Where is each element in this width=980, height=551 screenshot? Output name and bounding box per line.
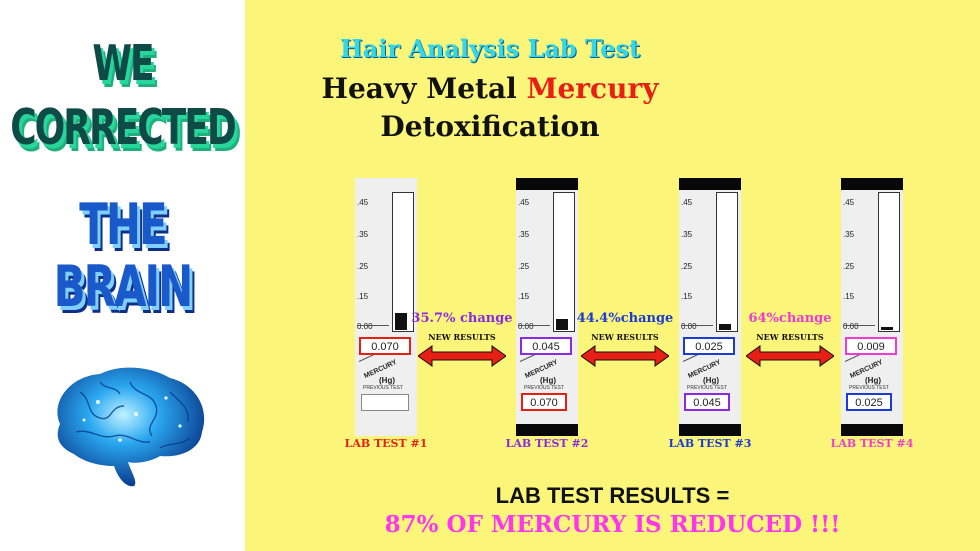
chart-tick-label: .25 [681,262,693,271]
chart-tick-label: .15 [518,292,530,301]
chart-tick-label: 0.00 [357,322,373,331]
chart-top-bar [679,178,741,190]
lab-test-label: LAB TEST #4 [830,437,914,450]
mercury-level-bar [556,319,568,330]
percent-change-label: 35.7% change [411,311,513,326]
previous-result-box: 0.070 [521,393,567,411]
chart-tick-label: .25 [518,262,530,271]
chart-tick-label: .25 [843,262,855,271]
mercury-level-bar [881,327,893,330]
results-summary: 87% OF MERCURY IS REDUCED !!! [384,511,841,538]
current-result-box: 0.070 [359,337,411,355]
chart-top-bar [516,178,578,190]
chart-tick-label: .35 [357,230,369,239]
lab-test-label: LAB TEST #2 [505,437,589,450]
headline-we: WE [92,36,154,93]
hg-label: (Hg) [865,376,881,385]
subtitle-detox: Detoxification [380,110,600,143]
previous-result-box: 0.045 [684,393,730,411]
new-results-label: NEW RESULTS [591,332,659,342]
lab-chart-1: .45.35.25.15 0.00 MERCURY (Hg) PREVIOUS TEST [355,178,417,436]
subtitle-heavy-metal-text: Heavy Metal [321,72,527,105]
double-arrow-icon [418,345,506,367]
chart-tick-label: .35 [518,230,530,239]
previous-test-label: PREVIOUS TEST [849,385,889,391]
chart-tick-label: .45 [357,198,369,207]
chart-column [553,192,575,332]
headline-brain: BRAIN [53,253,194,320]
current-result-box: 0.025 [683,337,735,355]
percent-change-label: 44.4%change [576,311,674,326]
previous-test-box [361,394,409,411]
chart-tick-label: .35 [843,230,855,239]
chart-tick-label: 0.00 [843,322,859,331]
new-results-label: NEW RESULTS [756,332,824,342]
chart-tick-label: .15 [357,292,369,301]
mercury-level-bar [395,313,407,330]
chart-tick-label: .35 [681,230,693,239]
left-panel: WE CORRECTED THE BRAIN [0,0,245,551]
double-arrow-icon [746,345,834,367]
chart-bottom-bar [841,424,903,436]
subtitle-heavy-metal: Heavy Metal Mercury [0,72,980,105]
chart-tick-label: 0.00 [518,322,534,331]
chart-top-bar [841,178,903,190]
chart-column [716,192,738,332]
page-title: Hair Analysis Lab Test [339,34,641,63]
subtitle-mercury: Mercury [526,72,659,105]
chart-tick-label: .15 [681,292,693,301]
lab-test-label: LAB TEST #3 [668,437,752,450]
current-result-box: 0.009 [845,337,897,355]
chart-column [878,192,900,332]
chart-tick-label: .45 [681,198,693,207]
headline-corrected: CORRECTED [10,100,237,157]
chart-tick-label: .45 [518,198,530,207]
chart-tick-label: .15 [843,292,855,301]
chart-bottom-bar [516,424,578,436]
previous-test-label: PREVIOUS TEST [363,385,403,391]
hg-label: (Hg) [540,376,556,385]
chart-tick-label: 0.00 [681,322,697,331]
chart-bottom-bar [679,424,741,436]
headline-the: THE [79,191,168,258]
chart-column [392,192,414,332]
previous-test-label: PREVIOUS TEST [524,385,564,391]
percent-change-label: 64%change [748,311,832,326]
results-heading: LAB TEST RESULTS = [495,483,730,508]
new-results-label: NEW RESULTS [428,332,496,342]
double-arrow-icon [581,345,669,367]
mercury-level-bar [719,324,731,330]
current-result-box: 0.045 [520,337,572,355]
hg-label: (Hg) [703,376,719,385]
hg-label: (Hg) [379,376,395,385]
chart-tick-label: .45 [843,198,855,207]
chart-tick-label: .25 [357,262,369,271]
previous-test-label: PREVIOUS TEST [687,385,727,391]
previous-result-box: 0.025 [846,393,892,411]
lab-test-label: LAB TEST #1 [344,437,428,450]
brain-icon [57,367,205,487]
